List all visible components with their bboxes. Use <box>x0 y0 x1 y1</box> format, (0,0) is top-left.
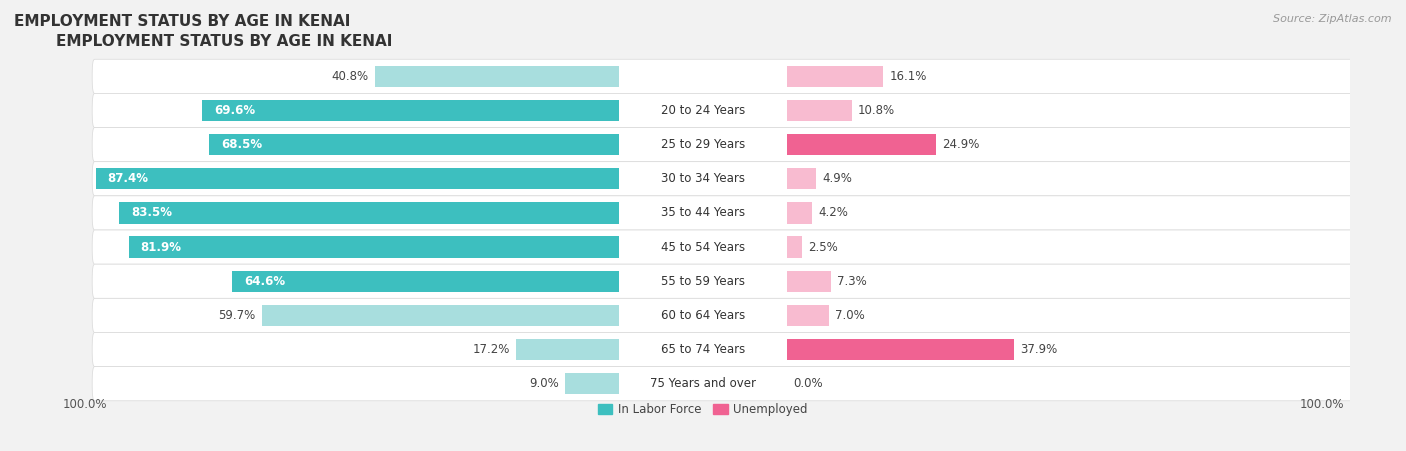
FancyBboxPatch shape <box>93 59 1406 93</box>
Text: EMPLOYMENT STATUS BY AGE IN KENAI: EMPLOYMENT STATUS BY AGE IN KENAI <box>14 14 350 28</box>
Bar <box>565 373 619 394</box>
FancyBboxPatch shape <box>93 230 1406 264</box>
Text: 55 to 59 Years: 55 to 59 Years <box>661 275 745 288</box>
FancyBboxPatch shape <box>93 298 1406 332</box>
Text: 4.9%: 4.9% <box>823 172 852 185</box>
Bar <box>787 236 801 258</box>
Text: 40.8%: 40.8% <box>332 70 368 83</box>
Bar <box>129 236 619 258</box>
Legend: In Labor Force, Unemployed: In Labor Force, Unemployed <box>593 399 813 421</box>
Text: 30 to 34 Years: 30 to 34 Years <box>661 172 745 185</box>
Bar <box>232 271 619 292</box>
Text: 10.8%: 10.8% <box>858 104 894 117</box>
Bar <box>787 339 1014 360</box>
Bar <box>787 134 936 155</box>
FancyBboxPatch shape <box>93 128 1406 162</box>
FancyBboxPatch shape <box>93 264 1406 298</box>
Text: 17.2%: 17.2% <box>472 343 510 356</box>
Text: 100.0%: 100.0% <box>1299 398 1344 411</box>
Bar <box>787 66 883 87</box>
Text: 75 Years and over: 75 Years and over <box>650 377 756 390</box>
Text: EMPLOYMENT STATUS BY AGE IN KENAI: EMPLOYMENT STATUS BY AGE IN KENAI <box>56 34 392 49</box>
Text: 83.5%: 83.5% <box>131 207 172 220</box>
FancyBboxPatch shape <box>93 162 1406 196</box>
Text: 59.7%: 59.7% <box>218 309 256 322</box>
Bar <box>262 305 619 326</box>
Text: 81.9%: 81.9% <box>141 240 181 253</box>
Bar <box>787 168 815 189</box>
Text: 100.0%: 100.0% <box>62 398 107 411</box>
Text: 9.0%: 9.0% <box>530 377 560 390</box>
Text: 87.4%: 87.4% <box>108 172 149 185</box>
Text: 24.9%: 24.9% <box>942 138 980 151</box>
Bar <box>787 305 828 326</box>
Bar <box>787 100 852 121</box>
Text: 45 to 54 Years: 45 to 54 Years <box>661 240 745 253</box>
Bar <box>209 134 619 155</box>
FancyBboxPatch shape <box>93 196 1406 230</box>
Bar <box>120 202 619 224</box>
Text: 7.3%: 7.3% <box>837 275 866 288</box>
Text: 35 to 44 Years: 35 to 44 Years <box>661 207 745 220</box>
Text: 0.0%: 0.0% <box>793 377 823 390</box>
Text: Source: ZipAtlas.com: Source: ZipAtlas.com <box>1274 14 1392 23</box>
Text: 64.6%: 64.6% <box>245 275 285 288</box>
Bar <box>787 202 813 224</box>
FancyBboxPatch shape <box>93 332 1406 367</box>
Text: 65 to 74 Years: 65 to 74 Years <box>661 343 745 356</box>
FancyBboxPatch shape <box>93 367 1406 401</box>
Bar <box>516 339 619 360</box>
Text: 20 to 24 Years: 20 to 24 Years <box>661 104 745 117</box>
Text: 7.0%: 7.0% <box>835 309 865 322</box>
Bar <box>202 100 619 121</box>
Text: 16.1%: 16.1% <box>889 70 927 83</box>
Text: 60 to 64 Years: 60 to 64 Years <box>661 309 745 322</box>
Text: 25 to 29 Years: 25 to 29 Years <box>661 138 745 151</box>
Bar <box>787 271 831 292</box>
Text: 2.5%: 2.5% <box>808 240 838 253</box>
Text: 37.9%: 37.9% <box>1019 343 1057 356</box>
FancyBboxPatch shape <box>93 93 1406 128</box>
Text: 4.2%: 4.2% <box>818 207 848 220</box>
Text: 69.6%: 69.6% <box>214 104 256 117</box>
Bar <box>375 66 619 87</box>
Bar <box>96 168 619 189</box>
Text: 68.5%: 68.5% <box>221 138 262 151</box>
